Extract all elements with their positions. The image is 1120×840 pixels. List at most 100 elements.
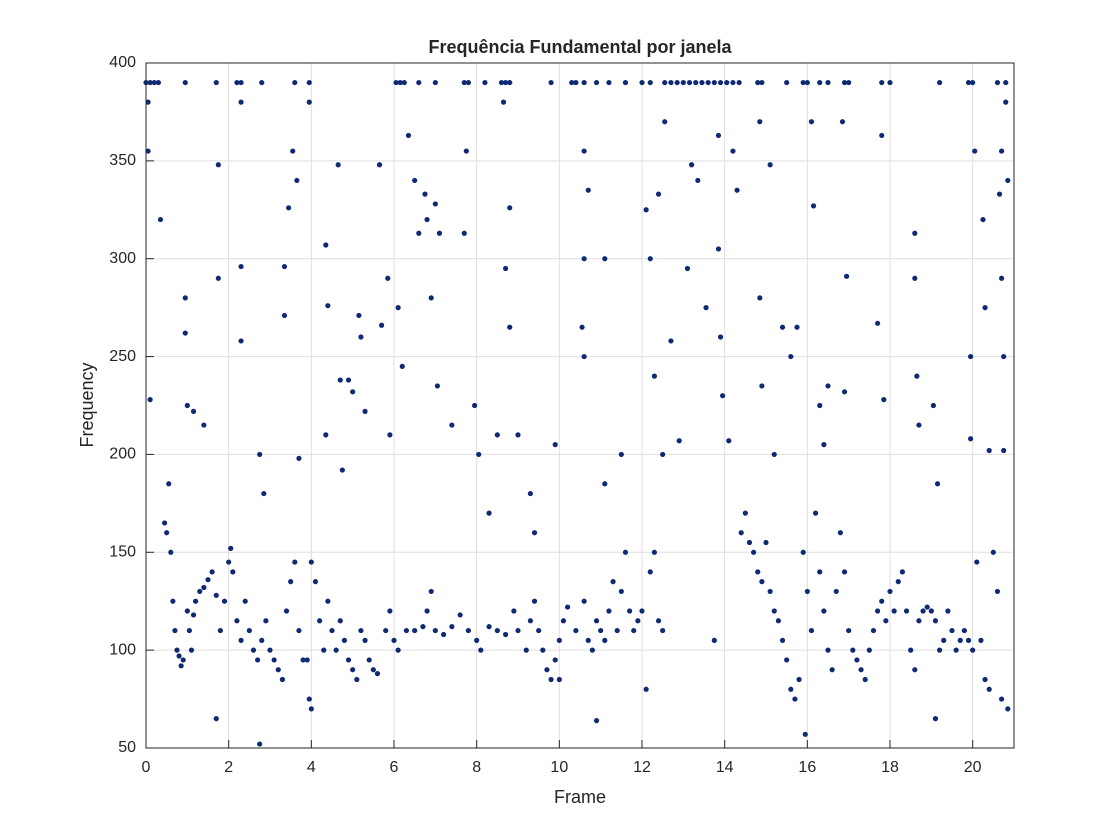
- data-point: [162, 520, 168, 526]
- data-point: [647, 79, 653, 86]
- data-point: [757, 295, 763, 301]
- data-point: [366, 657, 372, 663]
- data-point: [573, 79, 579, 86]
- data-point: [531, 530, 538, 536]
- data-point: [164, 530, 170, 536]
- data-point: [767, 588, 773, 595]
- data-point: [986, 686, 992, 692]
- data-point: [190, 408, 197, 414]
- data-point: [540, 647, 546, 653]
- data-point: [908, 647, 914, 653]
- data-point: [891, 608, 897, 614]
- data-point: [660, 451, 666, 458]
- data-point: [486, 510, 492, 516]
- data-point: [511, 608, 517, 614]
- data-point: [476, 451, 482, 458]
- data-point: [755, 79, 761, 86]
- data-point: [436, 230, 443, 236]
- x-tick-label: 18: [881, 759, 899, 776]
- data-point: [238, 263, 244, 270]
- data-point: [841, 389, 848, 395]
- data-point: [560, 618, 567, 624]
- data-point: [999, 148, 1005, 154]
- data-point: [829, 667, 835, 673]
- data-point: [660, 627, 666, 634]
- data-point: [1003, 79, 1009, 86]
- data-point: [771, 608, 777, 614]
- x-tick-label: 0: [142, 759, 151, 776]
- data-point: [255, 657, 261, 663]
- data-point: [674, 79, 680, 86]
- data-point: [730, 79, 736, 86]
- data-point: [689, 162, 695, 168]
- data-point: [792, 696, 798, 702]
- data-point: [503, 265, 509, 272]
- data-point: [182, 330, 188, 336]
- y-tick-label: 350: [109, 152, 136, 169]
- data-point: [610, 579, 616, 585]
- data-point: [930, 402, 937, 409]
- data-point: [668, 79, 674, 86]
- data-point: [949, 627, 955, 634]
- data-point: [639, 608, 645, 614]
- data-point: [585, 637, 591, 643]
- data-point: [573, 627, 579, 634]
- data-point: [246, 627, 252, 634]
- data-point: [662, 79, 668, 86]
- data-point: [937, 79, 943, 86]
- data-point: [422, 191, 428, 197]
- data-point: [172, 627, 178, 634]
- data-point: [647, 569, 653, 575]
- data-point: [879, 132, 885, 139]
- data-point: [290, 148, 296, 154]
- data-point: [306, 696, 312, 702]
- data-point: [333, 647, 339, 653]
- data-point: [825, 383, 831, 389]
- data-point: [676, 438, 682, 444]
- data-point: [401, 79, 407, 86]
- data-point: [1001, 353, 1007, 360]
- data-point: [788, 686, 794, 692]
- data-point: [182, 79, 188, 86]
- data-point: [217, 627, 223, 634]
- data-point: [441, 631, 447, 638]
- data-point: [449, 422, 455, 428]
- data-point: [337, 618, 343, 624]
- data-point: [213, 79, 219, 86]
- data-point: [680, 79, 686, 86]
- data-point: [804, 79, 810, 86]
- data-point: [839, 119, 846, 125]
- data-point: [602, 637, 608, 643]
- x-tick-label: 8: [472, 759, 481, 776]
- data-point: [932, 716, 939, 722]
- data-point: [552, 657, 558, 663]
- data-point: [432, 79, 438, 86]
- data-point: [875, 320, 881, 326]
- data-point: [281, 263, 288, 270]
- data-point: [808, 119, 815, 125]
- data-point: [157, 216, 164, 223]
- data-point: [500, 99, 507, 105]
- data-point: [300, 657, 306, 663]
- data-point: [238, 79, 244, 86]
- data-point: [201, 422, 207, 428]
- data-point: [639, 79, 645, 86]
- data-point: [585, 187, 591, 193]
- data-point: [953, 647, 959, 653]
- data-point: [523, 647, 529, 653]
- data-point: [552, 442, 558, 448]
- data-point: [738, 530, 744, 536]
- data-point: [779, 324, 786, 330]
- data-point: [631, 627, 637, 634]
- data-point: [800, 79, 806, 86]
- data-point: [257, 741, 263, 747]
- data-point: [385, 275, 391, 281]
- data-point: [705, 79, 711, 86]
- data-point: [804, 588, 810, 595]
- data-point: [736, 79, 742, 86]
- data-point: [215, 162, 221, 168]
- data-point: [428, 588, 434, 595]
- data-point: [155, 79, 161, 86]
- data-point: [412, 177, 418, 184]
